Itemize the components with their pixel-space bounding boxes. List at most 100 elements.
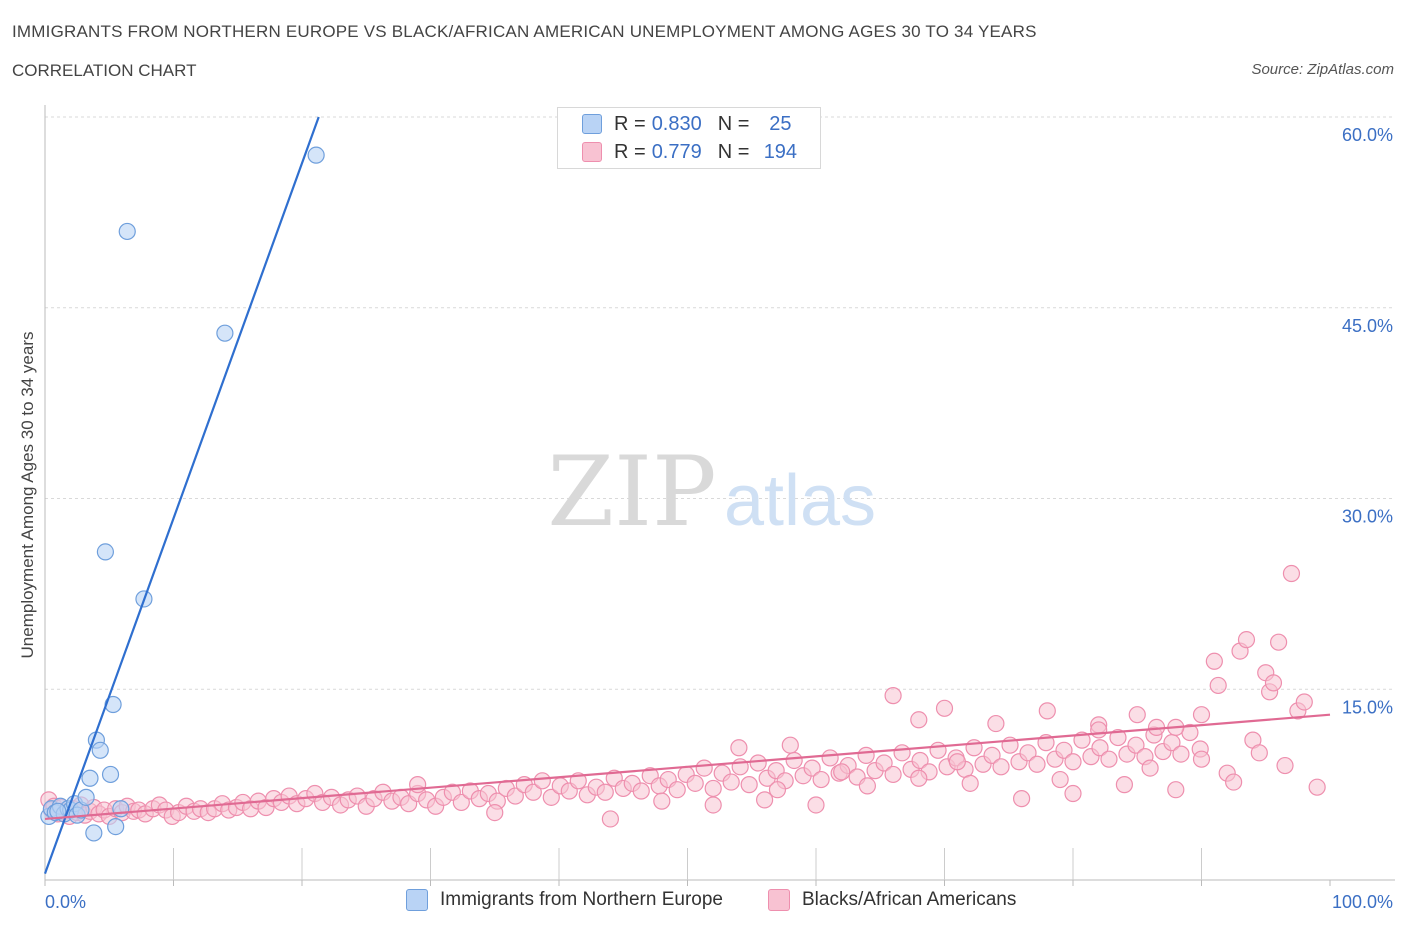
data-point-pink <box>987 714 1005 733</box>
data-point-pink <box>807 796 825 814</box>
data-point-pink <box>1250 744 1268 762</box>
data-point-pink <box>506 787 524 805</box>
legend-n-label: N = <box>717 140 750 163</box>
legend-row-pink: R = 0.779 N = 194 <box>582 140 805 164</box>
data-point-pink <box>1090 721 1108 739</box>
legend-row-blue: R = 0.830 N = 25 <box>582 112 805 136</box>
y-tick-label: 60.0% <box>1342 125 1393 145</box>
data-point-pink <box>858 777 877 795</box>
series-legend: Immigrants from Northern Europe Blacks/A… <box>0 889 1406 917</box>
series-legend-swatch-blue <box>406 889 428 911</box>
data-point-blue <box>112 800 130 818</box>
data-point-pink <box>1172 745 1190 763</box>
data-point-blue <box>85 824 103 842</box>
y-tick-label: 15.0% <box>1342 697 1393 717</box>
data-point-pink <box>1028 755 1046 773</box>
source-label: Source: ZipAtlas.com <box>1251 61 1394 78</box>
legend-n-value: 194 <box>763 140 798 163</box>
data-point-pink <box>486 804 504 822</box>
trendline-blue <box>43 116 320 875</box>
data-point-pink <box>1237 631 1256 649</box>
data-point-pink <box>768 781 787 799</box>
data-point-pink <box>533 772 551 790</box>
data-point-pink <box>1051 770 1069 789</box>
data-point-pink <box>812 770 830 789</box>
data-point-pink <box>730 739 748 757</box>
legend-r-value: 0.830 <box>651 112 702 135</box>
data-point-pink <box>596 783 614 801</box>
data-point-pink <box>1064 784 1082 803</box>
data-point-pink <box>686 774 704 792</box>
watermark-zip: ZIP <box>547 436 716 548</box>
data-point-pink <box>1295 693 1313 711</box>
data-point-blue <box>307 146 325 164</box>
data-point-pink <box>1055 741 1073 759</box>
y-tick-label: 30.0% <box>1342 507 1393 527</box>
data-point-pink <box>1167 781 1185 799</box>
data-point-pink <box>704 779 722 798</box>
data-point-pink <box>884 687 902 705</box>
data-point-pink <box>632 782 650 800</box>
data-point-pink <box>884 765 902 784</box>
trendlines <box>43 116 1331 875</box>
data-point-pink <box>821 749 839 767</box>
data-point-pink <box>653 792 671 810</box>
data-point-pink <box>785 751 803 770</box>
data-point-pink <box>1192 706 1211 724</box>
data-point-blue <box>216 324 234 342</box>
data-point-blue <box>96 543 114 561</box>
trendline-pink <box>44 713 1331 821</box>
data-point-pink <box>992 758 1010 776</box>
data-point-pink <box>1038 702 1056 720</box>
data-point-pink <box>1269 633 1288 651</box>
data-point-pink <box>857 746 875 764</box>
data-point-pink <box>781 736 799 754</box>
data-point-pink <box>948 753 966 771</box>
data-point-pink <box>875 754 893 772</box>
data-point-pink <box>668 781 686 799</box>
x-tick-label: 0.0% <box>45 892 86 912</box>
data-point-blue <box>91 741 109 759</box>
y-tick-label: 45.0% <box>1342 316 1393 336</box>
legend-swatch-pink <box>582 142 602 162</box>
legend-swatch-blue <box>582 114 602 134</box>
chart-title: IMMIGRANTS FROM NORTHERN EUROPE VS BLACK… <box>12 22 1037 41</box>
data-point-pink <box>961 774 979 792</box>
data-point-blue <box>49 802 67 820</box>
data-point-pink <box>1019 744 1037 762</box>
data-point-pink <box>911 751 929 770</box>
data-point-blue <box>77 788 95 806</box>
data-point-pink <box>722 773 740 791</box>
legend-r-value: 0.779 <box>651 140 702 163</box>
data-point-pink <box>1209 676 1227 695</box>
data-point-pink <box>1192 750 1211 768</box>
watermark: ZIP atlas <box>547 436 876 548</box>
legend-r-label: R = <box>614 140 646 163</box>
data-point-pink <box>1225 773 1243 791</box>
series-blacks-african-americans <box>40 564 1326 828</box>
data-point-pink <box>704 796 722 814</box>
data-point-pink <box>755 791 774 809</box>
data-point-blue <box>118 222 136 241</box>
data-point-pink <box>803 759 821 777</box>
correlation-legend: R = 0.830 N = 25 R = 0.779 N = 194 <box>557 107 821 169</box>
data-point-pink <box>1127 736 1145 754</box>
data-point-pink <box>695 759 713 777</box>
data-point-pink <box>910 711 928 729</box>
gridlines <box>45 116 1395 690</box>
data-point-pink <box>910 769 928 787</box>
data-point-blue <box>81 769 99 787</box>
series-legend-item-blue: Immigrants from Northern Europe <box>406 889 723 911</box>
data-point-pink <box>1282 564 1301 583</box>
series-legend-swatch-pink <box>768 889 790 911</box>
data-point-pink <box>1264 674 1283 692</box>
tick-labels: 15.0% 30.0% 45.0% 60.0% 0.0% 100.0% <box>45 125 1393 912</box>
axes <box>44 105 1395 886</box>
data-point-pink <box>833 763 851 781</box>
data-point-pink <box>893 744 911 762</box>
y-axis-label: Unemployment Among Ages 30 to 34 years <box>18 331 37 659</box>
data-point-pink <box>1205 652 1223 670</box>
data-point-pink <box>1012 790 1031 808</box>
legend-n-label: N = <box>717 112 750 135</box>
